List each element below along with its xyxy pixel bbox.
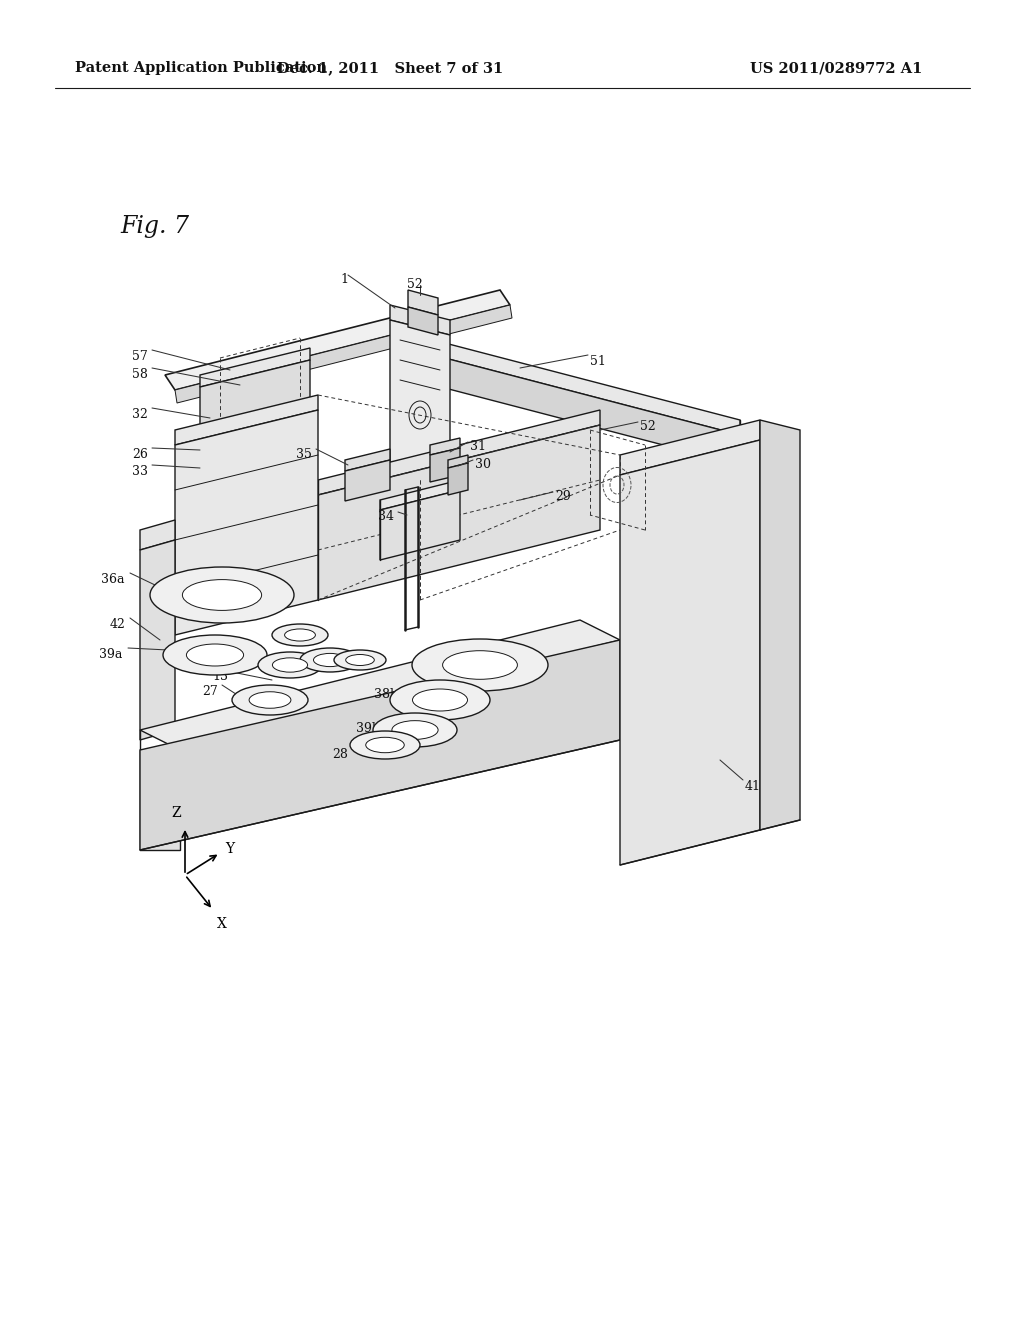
Polygon shape [345, 459, 390, 502]
Text: Dec. 1, 2011   Sheet 7 of 31: Dec. 1, 2011 Sheet 7 of 31 [276, 61, 503, 75]
Text: 42: 42 [110, 618, 125, 631]
Polygon shape [140, 540, 175, 741]
Ellipse shape [442, 651, 517, 680]
Polygon shape [430, 438, 460, 455]
Ellipse shape [182, 579, 261, 610]
Polygon shape [620, 420, 760, 475]
Text: 38b: 38b [374, 688, 398, 701]
Text: 39a: 39a [98, 648, 122, 661]
Polygon shape [140, 640, 620, 850]
Text: 52: 52 [640, 420, 655, 433]
Text: 40: 40 [289, 655, 305, 668]
Polygon shape [430, 447, 460, 482]
Ellipse shape [350, 731, 420, 759]
Text: 51: 51 [590, 355, 606, 368]
Ellipse shape [150, 568, 294, 623]
Ellipse shape [373, 713, 457, 747]
Ellipse shape [163, 635, 267, 675]
Polygon shape [408, 290, 438, 315]
Polygon shape [449, 455, 468, 469]
Text: 1: 1 [340, 273, 348, 286]
Polygon shape [380, 480, 460, 510]
Polygon shape [175, 395, 318, 445]
Text: 28: 28 [332, 748, 348, 762]
Polygon shape [318, 411, 600, 495]
Ellipse shape [392, 721, 438, 739]
Text: X: X [217, 917, 227, 931]
Text: Y: Y [225, 842, 234, 855]
Text: 27: 27 [203, 685, 218, 698]
Ellipse shape [232, 685, 308, 715]
Polygon shape [760, 420, 800, 830]
Text: 31: 31 [470, 440, 486, 453]
Text: 36b: 36b [396, 735, 420, 748]
Ellipse shape [272, 624, 328, 645]
Text: 36a: 36a [101, 573, 125, 586]
Polygon shape [390, 319, 450, 510]
Polygon shape [318, 425, 600, 601]
Polygon shape [449, 463, 468, 495]
Text: 38a: 38a [214, 660, 238, 673]
Text: Patent Application Publication: Patent Application Publication [75, 61, 327, 75]
Polygon shape [140, 620, 620, 750]
Ellipse shape [313, 653, 346, 667]
Ellipse shape [413, 689, 468, 711]
Polygon shape [390, 305, 450, 335]
Polygon shape [175, 411, 318, 635]
Text: 58: 58 [132, 368, 148, 381]
Polygon shape [620, 440, 760, 865]
Ellipse shape [258, 652, 322, 678]
Ellipse shape [366, 738, 404, 752]
Text: 34: 34 [378, 510, 394, 523]
Text: 57: 57 [132, 350, 148, 363]
Polygon shape [200, 348, 310, 387]
Ellipse shape [249, 692, 291, 709]
Polygon shape [200, 360, 310, 457]
Polygon shape [165, 290, 510, 389]
Text: 35: 35 [296, 447, 312, 461]
Polygon shape [140, 520, 175, 550]
Text: 32: 32 [132, 408, 148, 421]
Text: 23: 23 [319, 657, 335, 671]
Text: US 2011/0289772 A1: US 2011/0289772 A1 [750, 61, 923, 75]
Ellipse shape [334, 649, 386, 671]
Polygon shape [395, 345, 740, 465]
Text: 29: 29 [555, 490, 570, 503]
Text: 26: 26 [132, 447, 148, 461]
Text: 39b: 39b [356, 722, 380, 735]
Text: 13: 13 [212, 671, 228, 682]
Polygon shape [380, 490, 460, 560]
Ellipse shape [272, 657, 307, 672]
Polygon shape [408, 308, 438, 335]
Ellipse shape [285, 628, 315, 642]
Ellipse shape [412, 639, 548, 690]
Polygon shape [395, 330, 740, 436]
Ellipse shape [390, 680, 490, 719]
Text: Fig. 7: Fig. 7 [120, 215, 189, 238]
Polygon shape [175, 305, 512, 403]
Text: 41: 41 [745, 780, 761, 793]
Ellipse shape [346, 655, 375, 665]
Text: Z: Z [171, 807, 181, 820]
Ellipse shape [186, 644, 244, 667]
Text: 33: 33 [132, 465, 148, 478]
Polygon shape [345, 449, 390, 471]
Text: 30: 30 [475, 458, 490, 471]
Text: 52: 52 [408, 279, 423, 290]
Ellipse shape [300, 648, 360, 672]
Polygon shape [140, 750, 180, 850]
